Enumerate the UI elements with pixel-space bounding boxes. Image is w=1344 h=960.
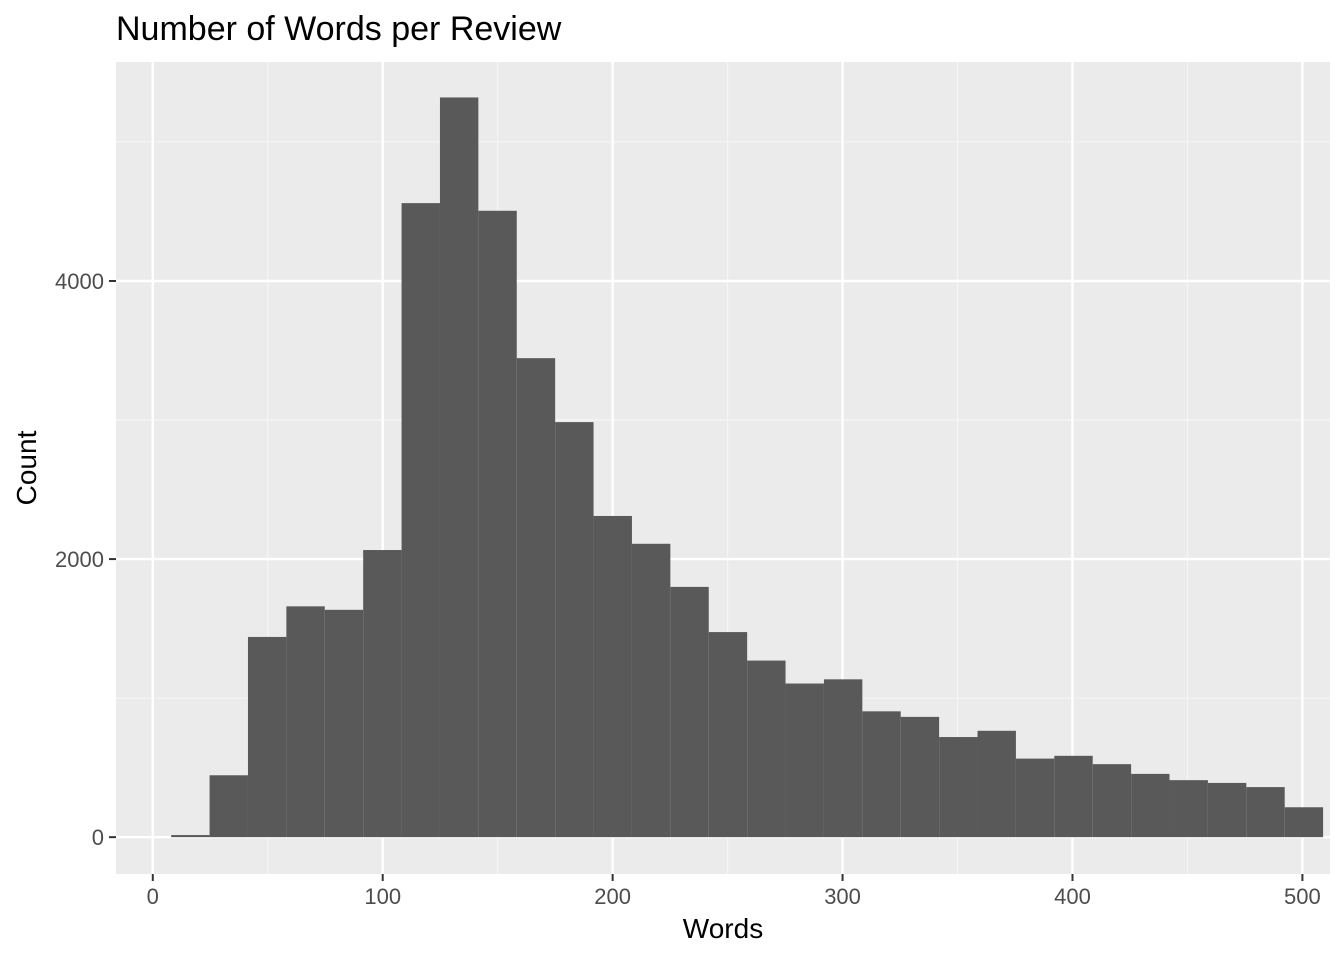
y-tick-label: 4000 [55,269,104,294]
histogram-bar [977,730,1016,838]
histogram-bar [171,835,210,838]
histogram-bar [862,711,901,838]
x-tick-label: 500 [1284,884,1321,909]
histogram-bar [939,737,978,838]
x-axis: 0 100 200 300 400 500 [147,874,1321,909]
histogram-bar [516,358,556,838]
histogram-bar [1207,782,1247,838]
x-tick-label: 400 [1054,884,1091,909]
histogram-bar [478,210,517,838]
y-tick-label: 0 [92,825,104,850]
y-tick-label: 2000 [55,547,104,572]
histogram-bar [209,775,248,838]
histogram-bar [1284,807,1324,838]
histogram-bar [439,97,479,838]
histogram-bar [1054,755,1093,838]
histogram-bar [708,632,748,838]
histogram-bar [631,543,671,838]
y-axis-title: Count [11,430,42,505]
x-tick-label: 300 [824,884,861,909]
x-tick-label: 100 [364,884,401,909]
x-tick-label: 0 [147,884,159,909]
histogram-bars [171,97,1324,838]
x-axis-title: Words [683,913,763,944]
histogram-bar [1131,773,1170,838]
histogram-bar [247,636,287,838]
histogram-bar [363,550,402,838]
histogram-bar [401,203,440,838]
histogram-bar [1092,764,1132,838]
histogram-bar [555,422,594,838]
histogram-bar [1246,787,1285,838]
histogram-bar [670,586,709,838]
histogram-bar [324,609,364,838]
histogram-bar [593,515,632,838]
histogram-bar [785,683,824,838]
y-axis: 0 2000 4000 [55,269,116,850]
histogram-bar [286,606,325,838]
histogram-bar [747,660,786,838]
histogram-bar [900,716,940,838]
histogram-bar [1169,780,1208,838]
histogram-bar [823,679,863,838]
histogram-bar [1015,758,1055,838]
chart-title: Number of Words per Review [116,10,562,48]
x-tick-label: 200 [594,884,631,909]
